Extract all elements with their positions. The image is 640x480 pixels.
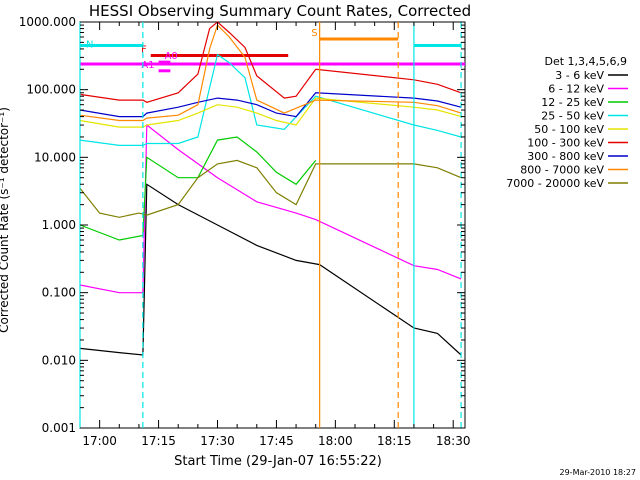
chart-title: HESSI Observing Summary Count Rates, Cor…	[89, 2, 471, 20]
legend-label-7: 800 - 7000 keV	[520, 164, 604, 177]
y-tick-label: 10.000	[34, 150, 76, 164]
legend-label-4: 50 - 100 keV	[534, 123, 604, 136]
flag-bars: N F S A1 A0	[80, 28, 465, 73]
x-tick-label: 17:15	[141, 434, 176, 448]
legend-label-2: 12 - 25 keV	[541, 96, 604, 109]
y-tick-label: 1000.000	[19, 15, 76, 29]
legend-label-8: 7000 - 20000 keV	[506, 177, 604, 190]
x-tick-label: 17:45	[259, 434, 294, 448]
flag-label-5: A1	[141, 60, 154, 71]
flag-label-3: S	[311, 28, 317, 39]
x-tick-label: 18:30	[436, 434, 471, 448]
series-lines	[79, 21, 462, 356]
legend-label-3: 25 - 50 keV	[541, 110, 604, 123]
legend-title: Det 1,3,4,5,6,9	[544, 55, 627, 68]
y-axis-label: Corrected Count Rate (s⁻¹ detector⁻¹)	[0, 107, 11, 333]
y-tick-label: 0.100	[42, 286, 76, 300]
x-tick-label: 17:30	[200, 434, 235, 448]
y-tick-label: 0.010	[42, 353, 76, 367]
series-line-4	[79, 97, 462, 128]
y-tick-label: 0.001	[42, 421, 76, 435]
flag-label-2: F	[141, 44, 147, 55]
series-line-0	[79, 183, 462, 356]
flag-label-6: A0	[165, 51, 178, 62]
y-tick-label: 1.000	[42, 218, 76, 232]
x-axis: 17:00 17:15 17:30 17:45 18:00 18:15 18:30	[82, 22, 471, 448]
legend-label-6: 300 - 800 keV	[527, 150, 604, 163]
legend-label-0: 3 - 6 keV	[555, 69, 604, 82]
footer-timestamp: 29-Mar-2010 18:27	[560, 468, 637, 477]
x-tick-label: 18:15	[377, 434, 412, 448]
legend-label-1: 6 - 12 keV	[548, 83, 604, 96]
series-line-5	[79, 21, 462, 103]
x-tick-label: 17:00	[82, 434, 117, 448]
x-axis-label: Start Time (29-Jan-07 16:55:22)	[174, 454, 382, 469]
y-axis: 0.001 0.010 0.100 1.000 10.000 100.000 1000.00…	[19, 15, 465, 435]
series-line-6	[79, 92, 462, 118]
series-line-7	[79, 23, 462, 122]
series-line-2	[79, 136, 317, 241]
legend-label-5: 100 - 300 keV	[527, 137, 604, 150]
y-tick-label: 100.000	[26, 83, 76, 97]
series-line-8	[79, 159, 462, 218]
series-line-3	[79, 53, 462, 146]
flag-label-0: N	[86, 39, 93, 50]
series-line-1	[79, 123, 462, 294]
x-tick-label: 18:00	[318, 434, 353, 448]
